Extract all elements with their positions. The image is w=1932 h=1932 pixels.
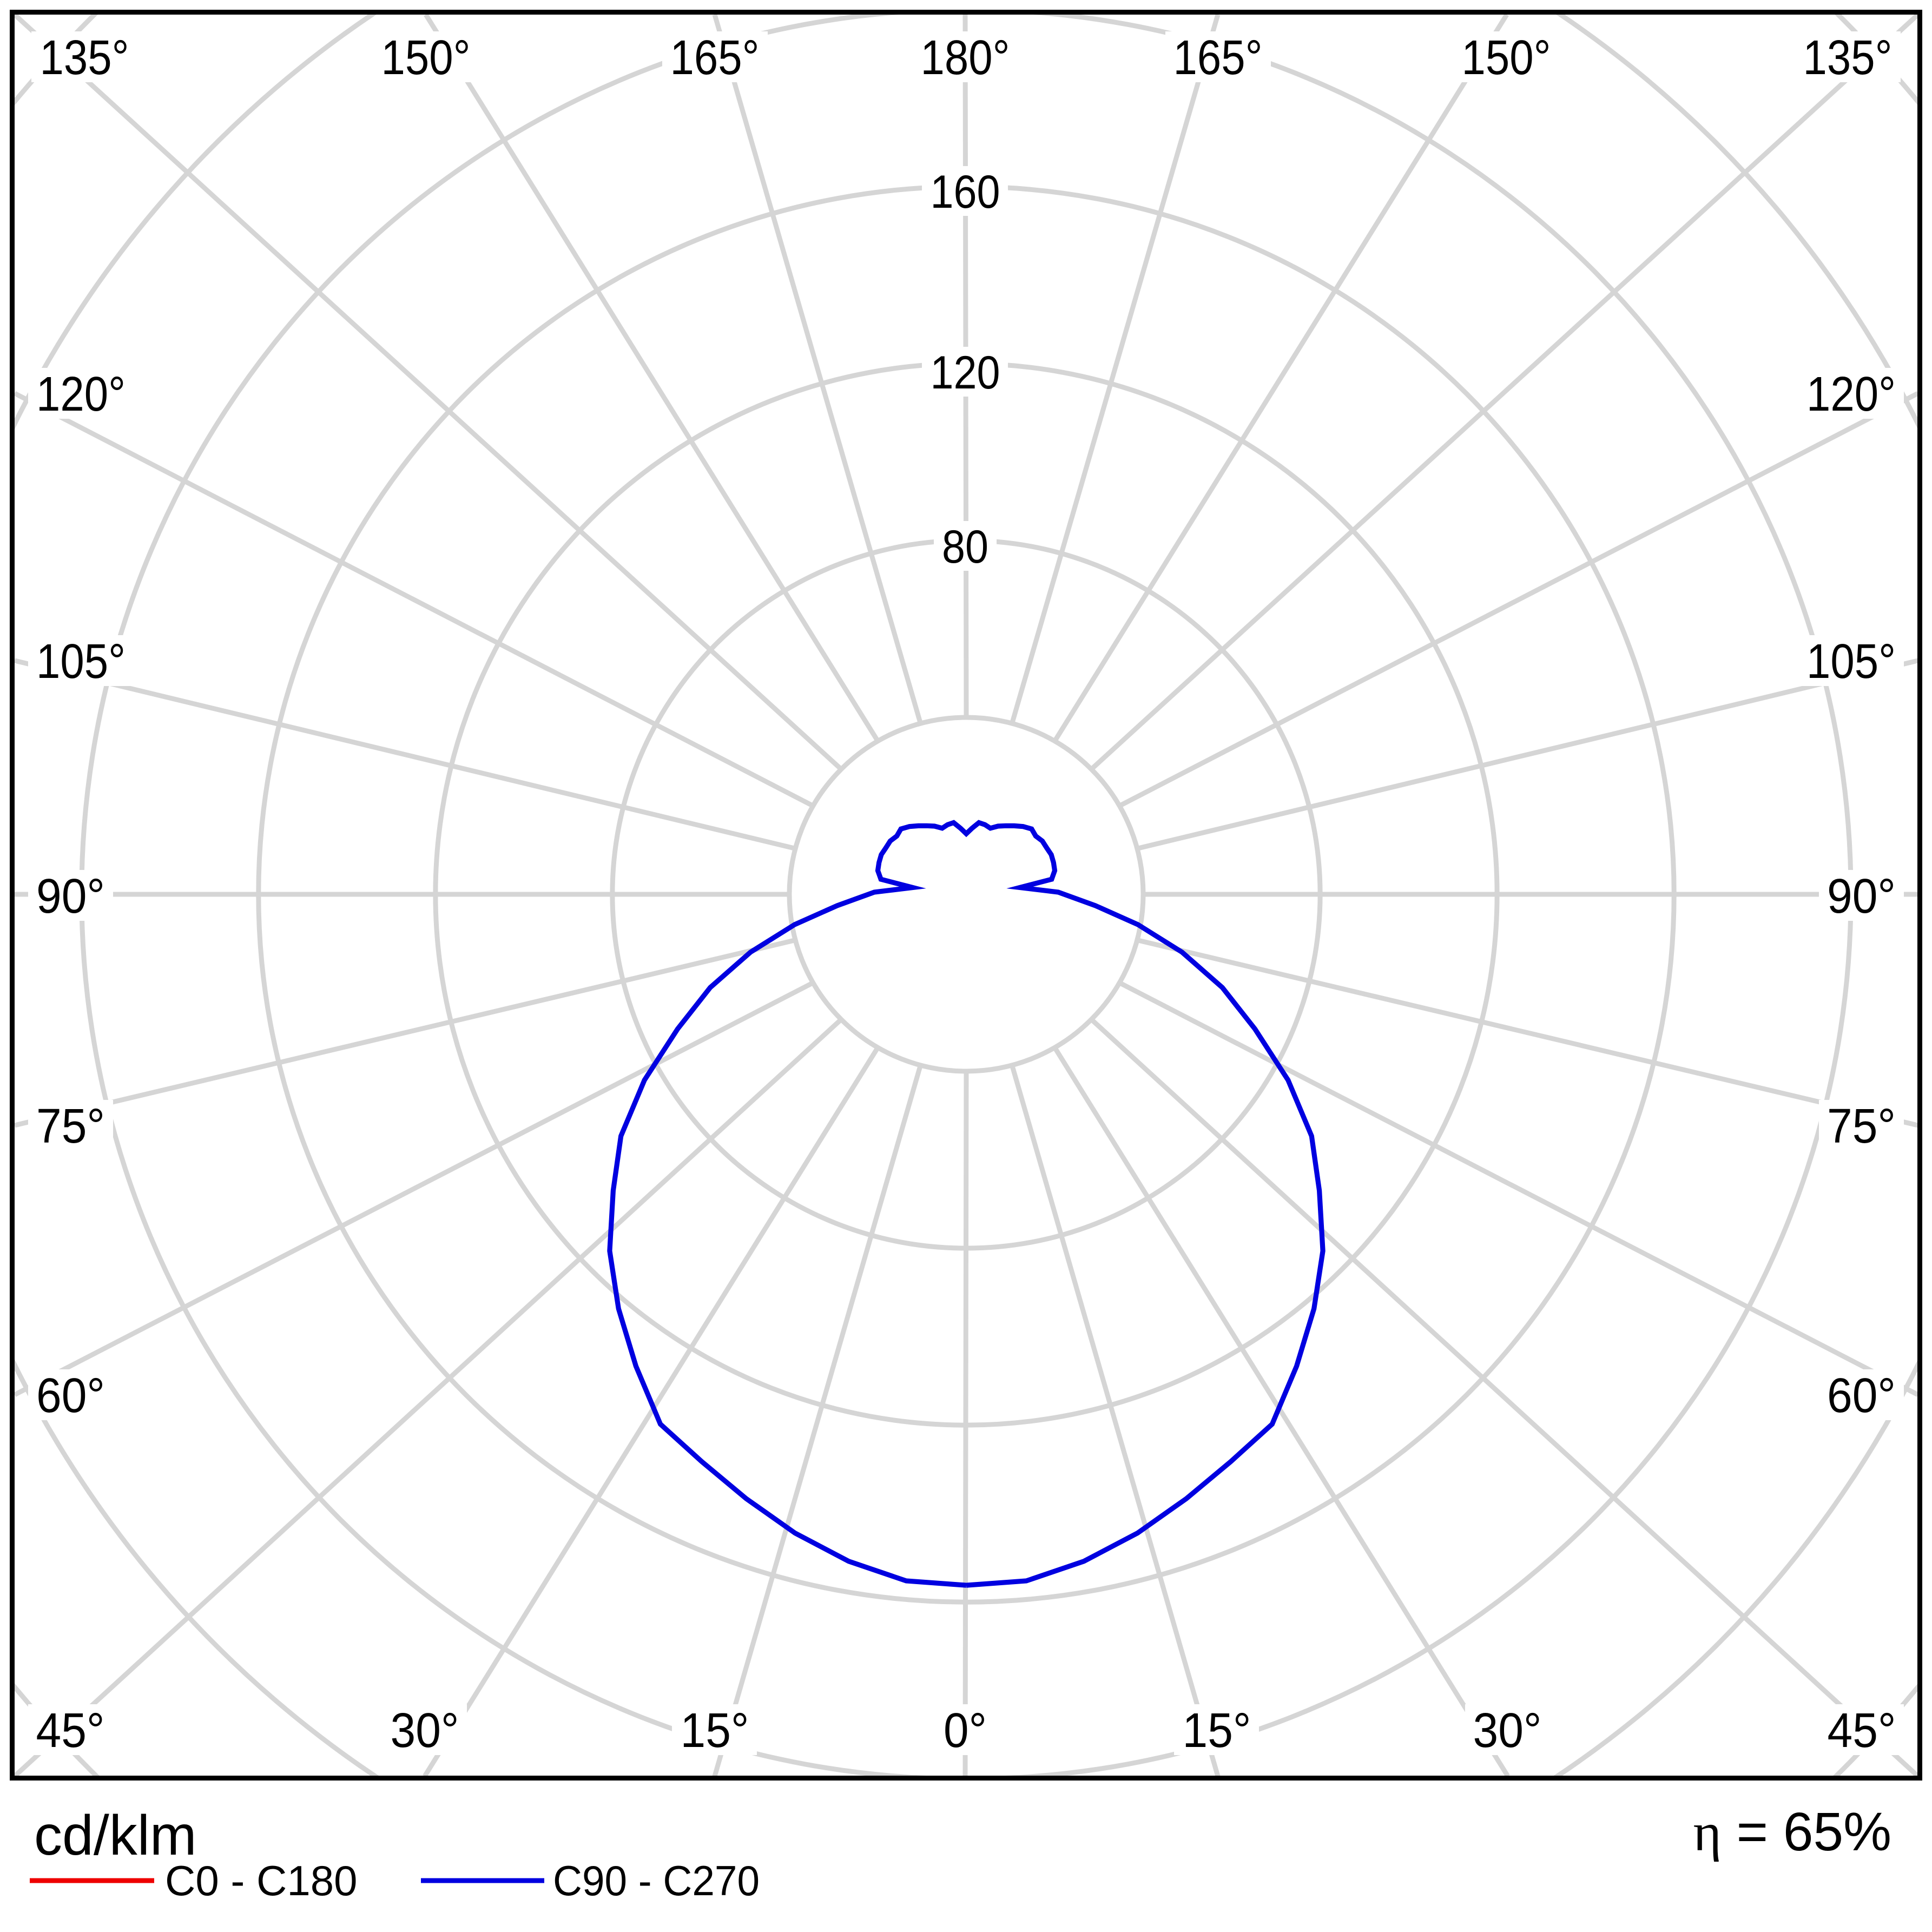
svg-text:150°: 150° bbox=[381, 31, 471, 85]
svg-text:C0 - C180: C0 - C180 bbox=[165, 1857, 358, 1904]
svg-text:0°: 0° bbox=[944, 1704, 987, 1758]
svg-text:75°: 75° bbox=[36, 1099, 105, 1153]
svg-text:15°: 15° bbox=[681, 1704, 749, 1758]
svg-text:105°: 105° bbox=[1806, 635, 1896, 689]
svg-text:120°: 120° bbox=[1806, 367, 1896, 421]
svg-text:160: 160 bbox=[931, 166, 1000, 218]
svg-text:165°: 165° bbox=[670, 31, 760, 85]
svg-text:75°: 75° bbox=[1827, 1099, 1896, 1153]
svg-text:η = 65%: η = 65% bbox=[1693, 1802, 1891, 1862]
svg-text:60°: 60° bbox=[36, 1369, 105, 1423]
svg-text:90°: 90° bbox=[1827, 869, 1896, 924]
svg-text:180°: 180° bbox=[921, 31, 1010, 85]
svg-text:60°: 60° bbox=[1827, 1369, 1896, 1423]
svg-text:80: 80 bbox=[942, 521, 988, 573]
svg-text:165°: 165° bbox=[1173, 31, 1263, 85]
svg-text:45°: 45° bbox=[36, 1704, 105, 1758]
svg-text:135°: 135° bbox=[1803, 31, 1893, 85]
svg-text:105°: 105° bbox=[36, 635, 126, 689]
svg-text:45°: 45° bbox=[1828, 1704, 1896, 1758]
svg-text:150°: 150° bbox=[1462, 31, 1551, 85]
svg-text:30°: 30° bbox=[1473, 1704, 1542, 1758]
svg-text:15°: 15° bbox=[1183, 1704, 1251, 1758]
svg-text:30°: 30° bbox=[391, 1704, 459, 1758]
svg-text:C90 - C270: C90 - C270 bbox=[553, 1857, 760, 1904]
svg-text:90°: 90° bbox=[36, 869, 105, 924]
svg-text:120°: 120° bbox=[36, 367, 126, 421]
svg-text:135°: 135° bbox=[40, 31, 129, 85]
svg-text:120: 120 bbox=[931, 347, 1000, 399]
svg-text:cd/klm: cd/klm bbox=[34, 1804, 196, 1867]
